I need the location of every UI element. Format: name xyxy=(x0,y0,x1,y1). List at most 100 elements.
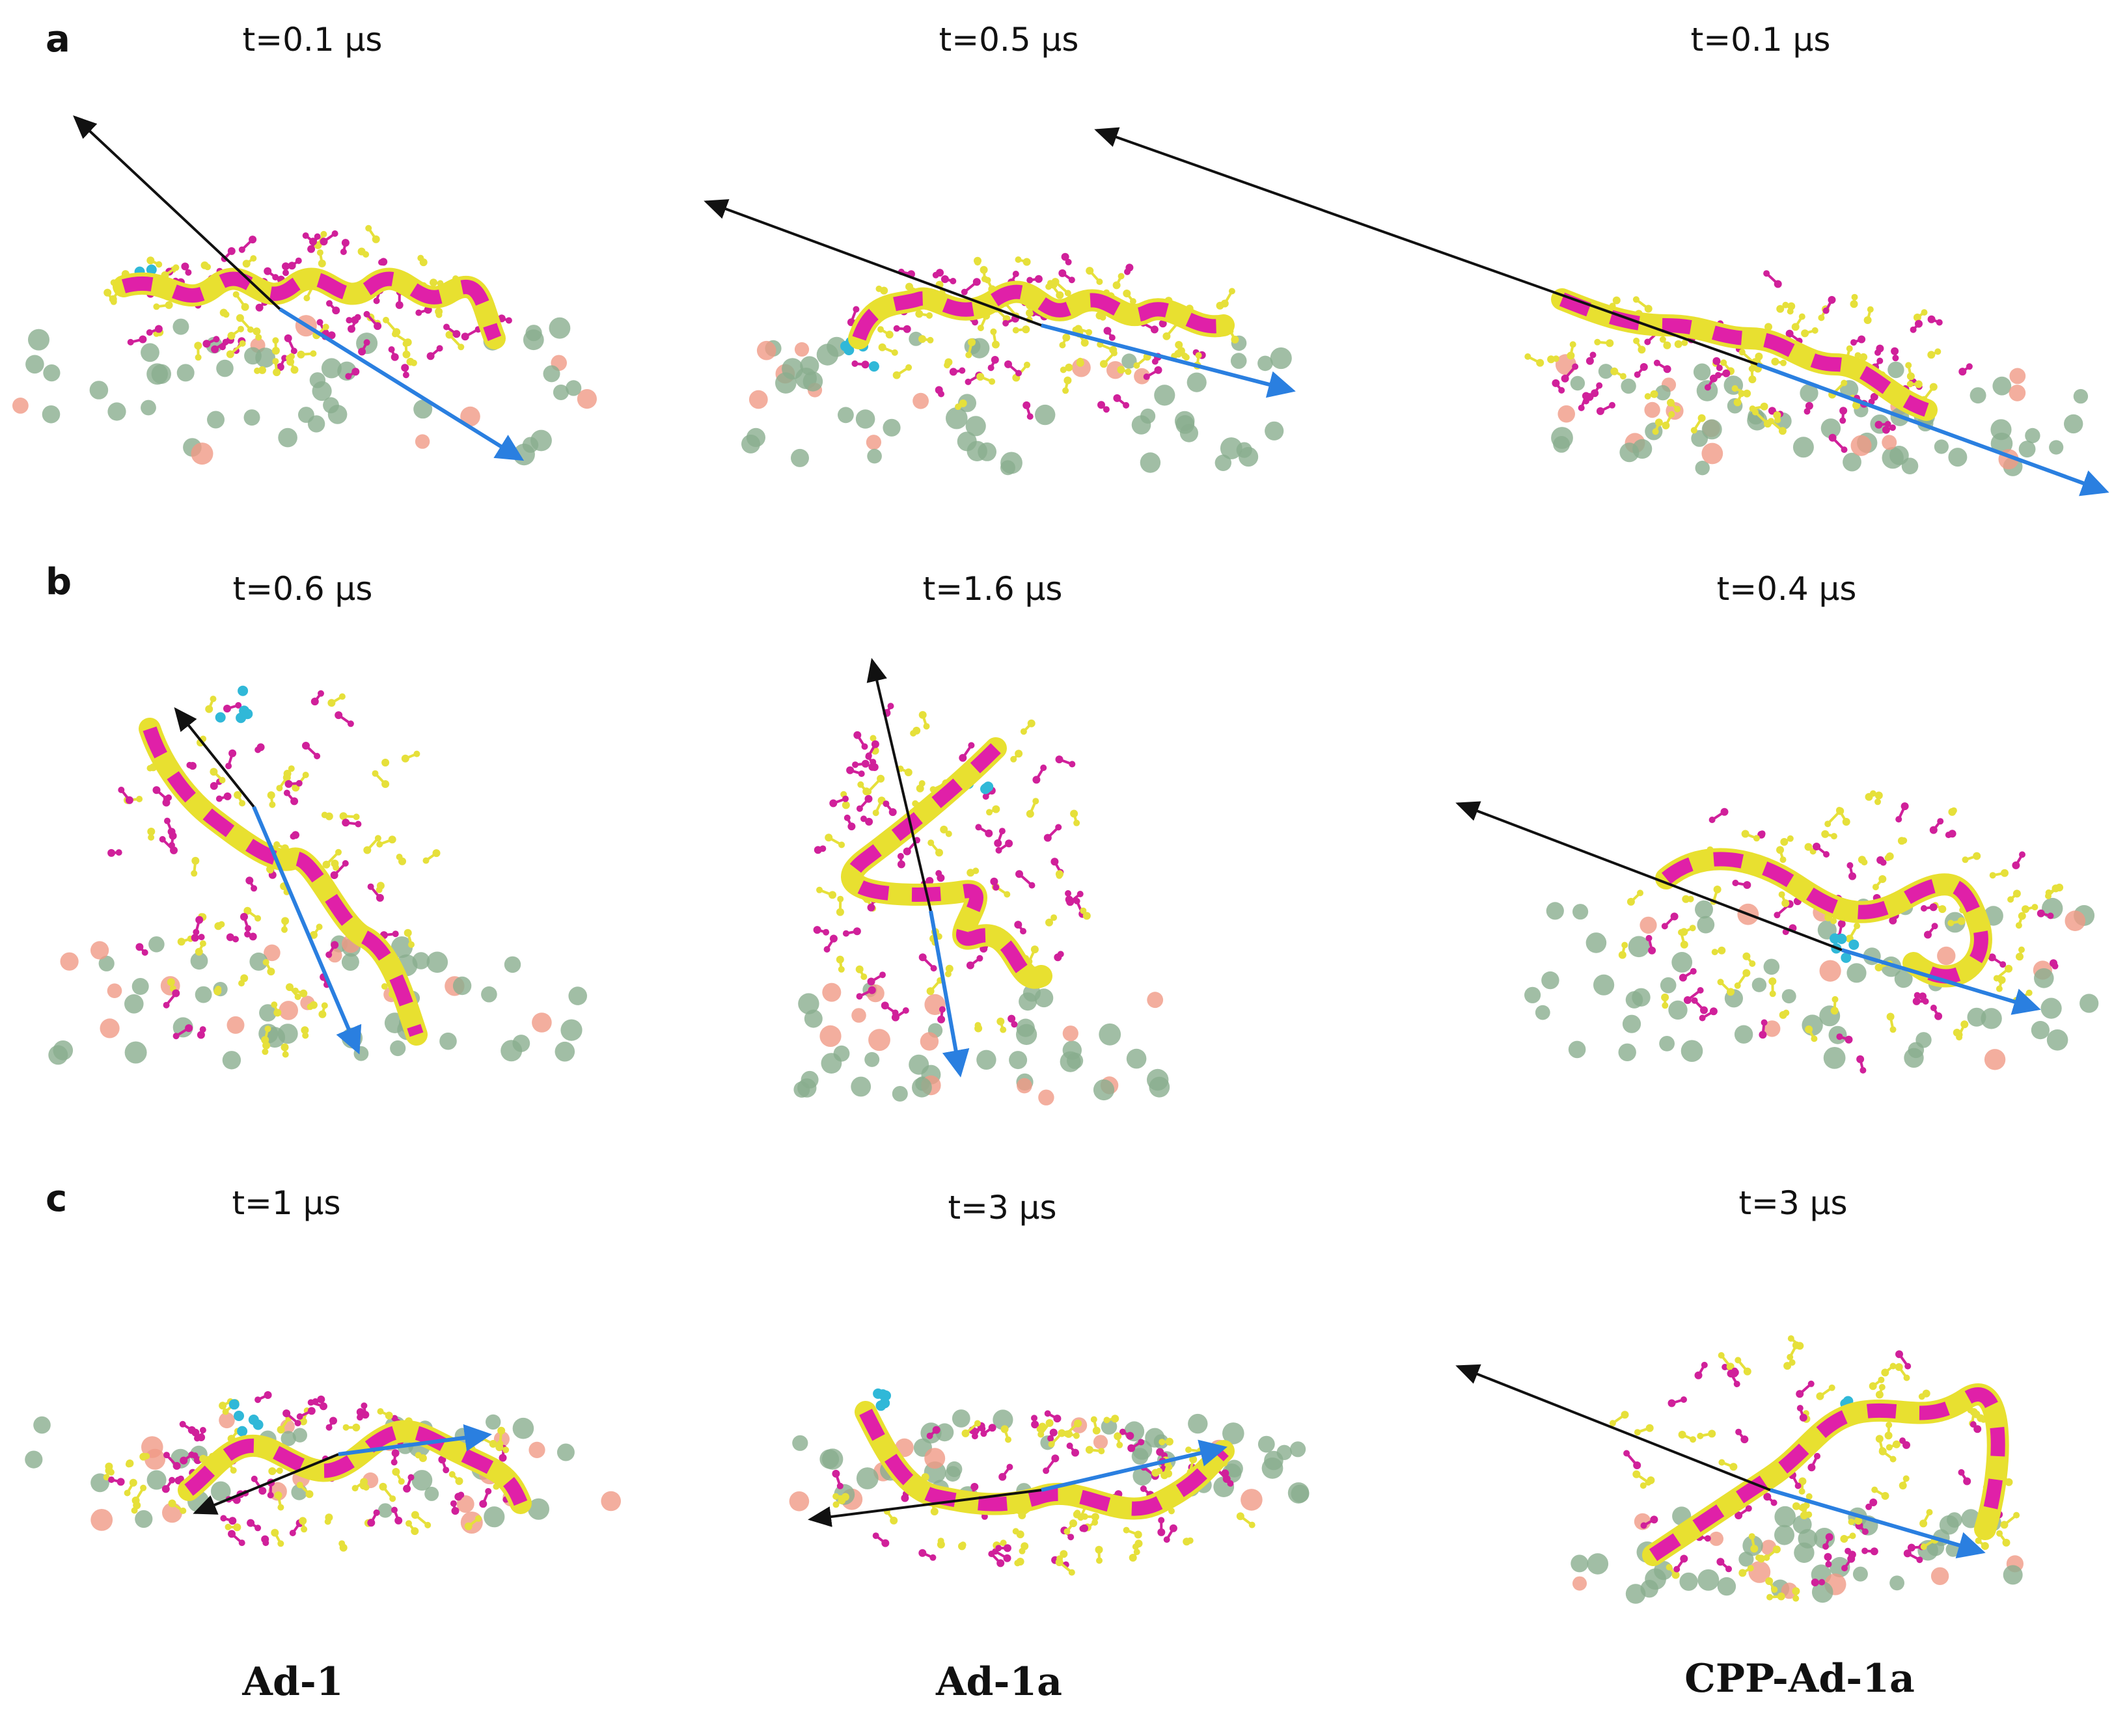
sidechain-atom xyxy=(1842,818,1850,826)
sidechain-atom xyxy=(972,867,980,875)
lipid-headgroup-bead xyxy=(278,427,297,448)
sidechain-atom xyxy=(1640,363,1648,371)
sidechain-atom xyxy=(1937,818,1944,825)
sidechain-atom xyxy=(1634,1429,1641,1436)
sidechain-atom xyxy=(329,1417,337,1425)
sidechain-atom xyxy=(1652,428,1659,435)
terminus-atom xyxy=(228,1399,240,1410)
terminus-atom xyxy=(980,783,991,794)
helix-axis-arrow xyxy=(1041,1439,1228,1492)
sidechain-atom xyxy=(185,269,192,276)
sidechain-atom xyxy=(1138,1439,1145,1446)
sidechain-atom xyxy=(1673,1566,1681,1573)
sidechain-atom xyxy=(1043,834,1052,842)
lipid-headgroup-bead xyxy=(195,986,212,1003)
sidechain-atom xyxy=(1024,361,1030,368)
sidechain-atom xyxy=(1895,816,1902,823)
sidechain-atom xyxy=(1648,946,1656,955)
sidechain-atom xyxy=(1748,365,1755,372)
sidechain-atom xyxy=(1674,405,1681,413)
sidechain-atom xyxy=(282,774,291,781)
sidechain-atom xyxy=(394,1516,403,1525)
sidechain-atom xyxy=(223,705,231,712)
sidechain-atom xyxy=(2013,1512,2020,1519)
sidechain-atom xyxy=(379,1482,387,1491)
sidechain-atom xyxy=(226,350,234,359)
sidechain-atom xyxy=(277,1426,285,1434)
sidechain-atom xyxy=(402,350,411,359)
time-label-a1: t=0.1 μs xyxy=(242,21,383,59)
sidechain-atom xyxy=(1096,278,1103,285)
phosphate-bead xyxy=(90,1509,113,1531)
sidechain-atom xyxy=(1064,290,1071,297)
sidechain-atom xyxy=(327,331,336,340)
sidechain-atom xyxy=(194,1435,200,1442)
sidechain-atom xyxy=(1066,1443,1073,1449)
sidechain-atom xyxy=(505,317,512,324)
lipid-headgroup-bead xyxy=(1671,952,1693,973)
sidechain-atom xyxy=(1811,1035,1818,1042)
sidechain-atom xyxy=(335,848,342,856)
lipid-headgroup-bead xyxy=(25,1450,43,1469)
lipid-headgroup-bead xyxy=(1852,1566,1868,1582)
sidechain-atom xyxy=(1889,1456,1897,1463)
sidechain-atom xyxy=(1841,446,1848,454)
sidechain-atom xyxy=(1869,790,1876,797)
sidechain-atom xyxy=(1720,359,1727,366)
lipid-headgroup-bead xyxy=(944,1466,961,1482)
sidechain-atom xyxy=(281,926,288,933)
time-label-c2: t=3 μs xyxy=(948,1189,1057,1227)
sidechain-atom xyxy=(1769,990,1776,997)
sidechain-atom xyxy=(391,1415,398,1422)
terminus-atom xyxy=(873,1388,884,1399)
sidechain-atom xyxy=(1729,1463,1738,1471)
sidechain-atom xyxy=(295,257,302,264)
sidechain-atom xyxy=(1578,404,1585,411)
sidechain-atom xyxy=(277,1504,284,1511)
sidechain-atom xyxy=(2022,905,2029,914)
sidechain-atom xyxy=(115,849,122,856)
lipid-headgroup-bead xyxy=(323,397,339,414)
sidechain-atom xyxy=(1871,1486,1878,1493)
lipid-headgroup-bead xyxy=(775,372,797,394)
lipid-headgroup-bead xyxy=(543,365,560,383)
sidechain-atom xyxy=(146,329,153,336)
lipid-headgroup-bead xyxy=(1846,963,1867,983)
sidechain-atom xyxy=(222,338,229,346)
sidechain-atom xyxy=(1783,1009,1790,1016)
sidechain-atom xyxy=(1700,1006,1708,1014)
sidechain-atom xyxy=(1045,1419,1054,1427)
sidechain-atom xyxy=(1640,1522,1647,1529)
sidechain-atom xyxy=(1623,1450,1630,1457)
sidechain-atom xyxy=(1845,1035,1853,1044)
sidechain-atom xyxy=(1091,1513,1099,1521)
sidechain-atom xyxy=(959,399,967,407)
lipid-headgroup-bead xyxy=(146,1470,167,1490)
sidechain-atom xyxy=(991,356,999,364)
sidechain-atom xyxy=(1049,1428,1058,1437)
sidechain-atom xyxy=(1231,335,1239,344)
sidechain-atom xyxy=(926,987,935,996)
sidechain-atom xyxy=(904,768,913,776)
lipid-headgroup-bead xyxy=(486,1414,501,1430)
sidechain-atom xyxy=(103,288,112,297)
sidechain-atom xyxy=(1160,1471,1169,1480)
sidechain-atom xyxy=(238,246,245,253)
sidechain-atom xyxy=(905,364,913,371)
sidechain-atom xyxy=(856,993,863,1000)
sidechain-atom xyxy=(363,846,372,854)
sidechain-atom xyxy=(438,1456,446,1464)
sidechain-atom xyxy=(169,832,177,840)
sidechain-atom xyxy=(376,893,384,902)
sidechain-atom xyxy=(262,958,269,966)
sidechain-atom xyxy=(264,1391,272,1399)
sidechain-atom xyxy=(1056,291,1064,299)
sidechain-atom xyxy=(191,934,199,942)
phosphate-bead xyxy=(12,398,29,414)
sidechain-atom xyxy=(832,1493,840,1500)
sidechain-atom xyxy=(1567,351,1575,360)
sidechain-atom xyxy=(381,780,390,788)
sidechain-atom xyxy=(240,913,248,921)
sidechain-atom xyxy=(881,1001,889,1010)
sidechain-atom xyxy=(1005,839,1013,848)
